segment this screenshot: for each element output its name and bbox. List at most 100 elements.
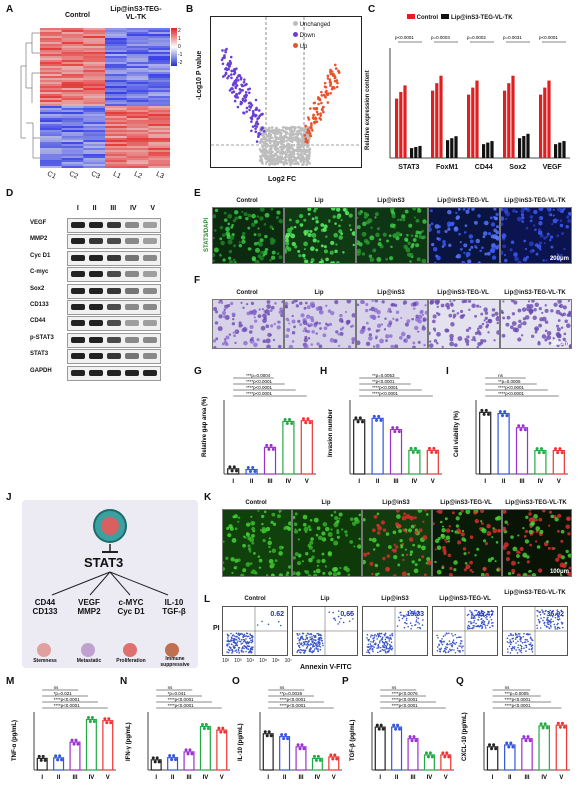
flow-event — [515, 636, 517, 639]
cell-dot — [276, 210, 281, 215]
flow-event — [310, 632, 312, 635]
heatmap-cell — [126, 60, 149, 63]
flow-event — [460, 640, 462, 642]
cell-dot — [534, 330, 538, 334]
cell-dot — [389, 256, 394, 261]
heatmap-cell — [126, 46, 149, 49]
cell-dot — [253, 233, 257, 237]
cell-dot — [433, 522, 435, 526]
chart-bar — [216, 729, 228, 771]
flow-event — [239, 640, 241, 643]
cell-dot — [285, 245, 289, 250]
flow-event — [232, 645, 235, 647]
cell-dot — [371, 572, 374, 576]
cell-dot — [260, 250, 264, 255]
heatmap-cell — [126, 94, 149, 97]
volcano-point-down — [237, 74, 240, 77]
western-band — [107, 254, 121, 261]
heatmap-cell — [126, 108, 149, 111]
volcano-point-down — [236, 76, 239, 79]
flow-event — [391, 632, 394, 635]
heatmap-cell — [126, 132, 149, 135]
cell-dot — [442, 525, 445, 528]
volcano-point-unchanged — [262, 135, 266, 139]
flow-event — [509, 643, 512, 646]
flow-event — [238, 638, 241, 640]
flow-event — [512, 640, 515, 643]
cell-dot — [546, 232, 550, 236]
chart-point — [556, 451, 560, 455]
cell-dot — [562, 337, 566, 341]
cell-dot — [341, 528, 344, 531]
flow-event — [543, 613, 546, 615]
western-band — [71, 304, 85, 310]
cell-dot — [550, 309, 554, 313]
chart-o: IL-10 (pg/mL) I II III IV V ****p<0.0001 ****p<… — [234, 684, 346, 786]
volcano-point-down — [243, 78, 246, 81]
flow-event — [261, 620, 263, 623]
heatmap-cell — [61, 82, 84, 85]
cell-dot — [546, 235, 549, 238]
cell-dot — [225, 556, 229, 560]
cell-dot — [232, 258, 236, 262]
cell-dot — [506, 550, 511, 555]
cell-dot — [315, 533, 319, 537]
flow-event — [319, 648, 322, 651]
cell-dot — [251, 526, 255, 531]
heatmap-cell — [83, 34, 106, 37]
cell-dot — [266, 344, 271, 348]
heatmap-cell — [40, 158, 62, 161]
heatmap-cell — [61, 164, 84, 167]
heatmap-cell — [83, 74, 106, 77]
cell-dot — [444, 538, 447, 542]
volcano-point-unchanged — [273, 133, 277, 136]
flow-event — [470, 616, 473, 618]
flow-event — [480, 621, 483, 623]
flow-event — [398, 619, 401, 622]
heatmap-cell — [105, 130, 127, 133]
flow-event — [352, 618, 354, 620]
flow-label: Lip@inS3-TEG-VL — [439, 596, 491, 602]
flow-event — [471, 613, 474, 616]
cell-dot — [421, 229, 424, 233]
heatmap-cell — [40, 100, 62, 103]
cell-dot — [535, 518, 538, 522]
cell-dot — [307, 574, 312, 576]
volcano-point-unchanged — [258, 148, 262, 151]
flow-event — [386, 644, 389, 646]
cell-dot — [359, 329, 365, 335]
volcano-point-down — [248, 108, 251, 112]
flow-quadrant-value: 45.47 — [476, 611, 494, 618]
cell-dot — [548, 524, 551, 527]
cell-dot — [445, 535, 451, 540]
cell-dot — [264, 234, 268, 239]
flow-event — [298, 646, 301, 649]
cell-dot — [412, 238, 417, 242]
cell-dot — [349, 228, 353, 232]
volcano-point-unchanged — [292, 143, 296, 147]
flow-event — [245, 638, 247, 640]
flow-event — [528, 648, 531, 651]
chart-point — [443, 755, 447, 759]
cell-dot — [474, 518, 479, 524]
flow-event — [316, 632, 318, 635]
cell-dot — [413, 568, 419, 574]
cell-dot — [230, 557, 235, 562]
flow-event — [506, 641, 509, 643]
flow-event — [456, 636, 458, 639]
chart-point — [155, 756, 159, 760]
cell-dot — [437, 510, 443, 515]
flow-event — [231, 634, 234, 637]
cell-dot — [408, 223, 413, 228]
cell-dot — [538, 241, 543, 245]
western-band — [71, 238, 85, 245]
flow-event — [525, 646, 528, 649]
heatmap-cell — [148, 52, 171, 55]
heatmap-cell — [105, 166, 127, 169]
cell-dot — [217, 326, 223, 332]
flow-event — [371, 634, 374, 637]
chart-point — [412, 735, 416, 739]
flow-event — [530, 642, 532, 644]
cell-dot — [279, 307, 283, 311]
western-row: MMP2 — [30, 232, 161, 250]
